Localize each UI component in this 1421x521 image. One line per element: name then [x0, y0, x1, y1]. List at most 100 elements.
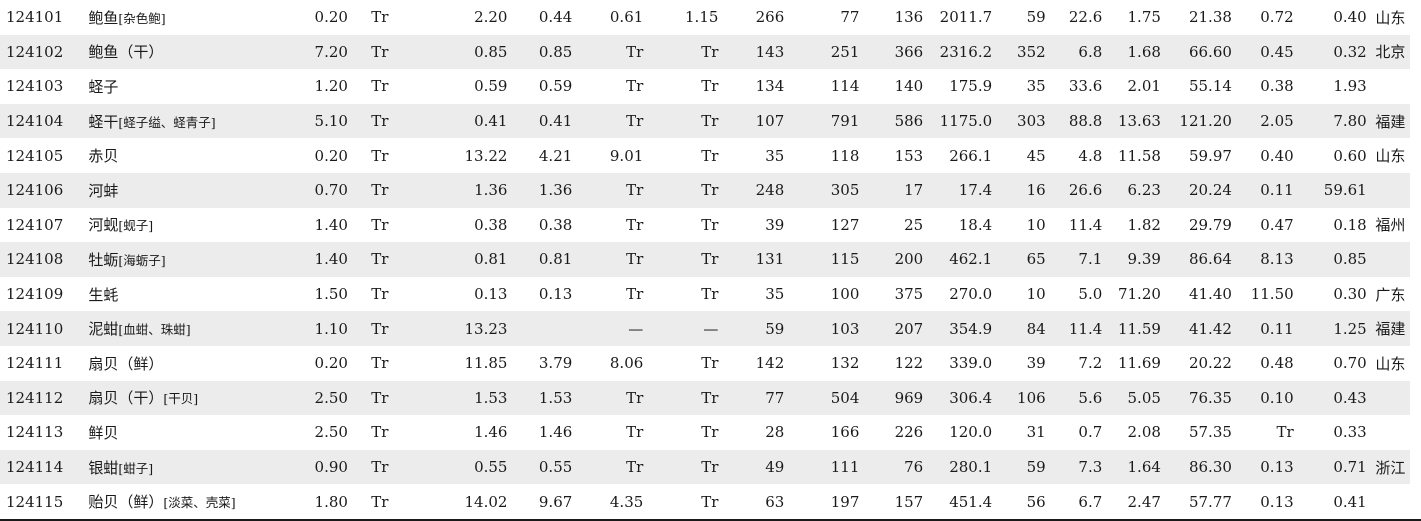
value-cell: 16	[996, 172, 1050, 208]
value-cell: 17.4	[927, 172, 997, 208]
food-code: 124106	[0, 172, 83, 208]
value-cell: 451.4	[949, 492, 993, 511]
value-cell: 7.80	[1297, 103, 1371, 139]
value-cell: 2.08	[1127, 423, 1161, 442]
value-cell: Tr	[351, 311, 412, 346]
food-code: 124108	[0, 242, 83, 277]
value-cell: 306.4	[927, 380, 997, 416]
value-cell: 0.59	[474, 77, 508, 96]
value-cell: Tr	[371, 492, 389, 511]
value-cell: 1.40	[314, 215, 348, 234]
table-row: 124107 河蚬[蚬子] 1.40 Tr 0.38 0.38 Tr Tr 39 127 25 18.…	[0, 208, 1410, 243]
value-cell: 0.38	[474, 215, 508, 234]
value-cell: Tr	[371, 8, 389, 27]
value-cell: 0.7	[1078, 423, 1103, 442]
value-cell: 153	[894, 146, 924, 165]
value-cell: 1.36	[411, 172, 512, 208]
value-cell: 2011.7	[939, 8, 993, 27]
value-cell: 0.11	[1235, 172, 1298, 208]
value-cell: 22.6	[1068, 8, 1103, 27]
value-cell: 6.7	[1078, 492, 1103, 511]
value-cell: 0.81	[411, 242, 512, 277]
value-cell: 352	[996, 34, 1050, 70]
value-cell: 266	[755, 8, 785, 27]
value-cell: 6.8	[1049, 34, 1107, 70]
value-cell: 1.40	[288, 242, 352, 277]
table-row: 124104 蛏干[蛏子缢、蛏青子] 5.10 Tr 0.41 0.41 Tr Tr 107 79…	[0, 103, 1410, 139]
food-code: 124102	[0, 34, 83, 70]
value-cell: Tr	[701, 285, 719, 304]
value-cell: 7.2	[1078, 354, 1103, 373]
value-cell: Tr	[626, 423, 644, 442]
food-name-cell: 鲍鱼[杂色鲍]	[82, 0, 288, 35]
value-cell: Tr	[576, 103, 648, 139]
value-cell: Tr	[626, 77, 644, 96]
food-name-cell: 鲜贝	[82, 415, 288, 450]
value-cell: 1.80	[314, 492, 348, 511]
food-code: 124103	[6, 77, 64, 96]
sample-region: 北京	[1370, 34, 1410, 70]
value-cell: 65	[996, 242, 1050, 277]
value-cell: 115	[788, 242, 864, 277]
value-cell: 9.01	[609, 146, 644, 165]
food-alias: [干贝]	[163, 391, 199, 407]
value-cell: 0.38	[538, 215, 573, 234]
value-cell: 305	[788, 172, 864, 208]
value-cell: 31	[1026, 423, 1046, 442]
value-cell: 0.13	[1235, 449, 1298, 485]
value-cell: 157	[894, 492, 924, 511]
value-cell: 59	[1026, 8, 1046, 27]
value-cell: 11.59	[1106, 311, 1165, 346]
value-cell: 18.4	[958, 215, 993, 234]
value-cell: Tr	[351, 172, 412, 208]
value-cell: 88.8	[1049, 103, 1107, 139]
sample-region: 福建	[1370, 103, 1410, 139]
value-cell: 14.02	[464, 492, 508, 511]
value-cell: 8.13	[1235, 242, 1298, 277]
value-cell: 969	[863, 380, 928, 416]
value-cell: 106	[996, 380, 1050, 416]
value-cell: 197	[830, 492, 860, 511]
value-cell: Tr	[701, 146, 719, 165]
food-code: 124111	[6, 354, 64, 373]
food-name: 蛏干	[88, 112, 119, 131]
value-cell: 0.45	[1235, 34, 1298, 70]
value-cell: 17	[863, 172, 928, 208]
value-cell: 66.60	[1164, 34, 1236, 70]
value-cell: 166	[830, 423, 860, 442]
value-cell: 1.36	[511, 172, 577, 208]
value-cell: 5.10	[288, 103, 352, 139]
value-cell: 0.60	[1333, 146, 1367, 165]
value-cell: 13.23	[411, 311, 512, 346]
table-row: 124108 牡蛎[海蛎子] 1.40 Tr 0.81 0.81 Tr Tr 131 115 200…	[0, 242, 1410, 277]
value-cell: 20.24	[1164, 172, 1236, 208]
food-name: 赤贝	[88, 147, 119, 166]
food-name-cell: 生蚝	[82, 277, 288, 312]
value-cell: 111	[788, 449, 864, 485]
value-cell: 200	[863, 242, 928, 277]
food-code: 124110	[0, 311, 83, 346]
value-cell: Tr	[647, 103, 723, 139]
value-cell: 1175.0	[927, 103, 997, 139]
value-cell: 57.77	[1188, 492, 1232, 511]
value-cell: 11.4	[1068, 215, 1103, 234]
value-cell: 0.20	[314, 354, 348, 373]
food-code: 124107	[6, 215, 64, 234]
value-cell: 59	[722, 311, 789, 346]
sample-region	[1371, 415, 1410, 450]
value-cell: 1.15	[685, 8, 719, 27]
value-cell: 0.72	[1260, 8, 1294, 27]
sample-region	[1370, 380, 1410, 416]
value-cell: Tr	[576, 449, 648, 485]
value-cell: Tr	[371, 77, 389, 96]
value-cell: —	[576, 311, 648, 346]
table-row: 124114 银蚶[蚶子] 0.90 Tr 0.55 0.55 Tr Tr 49 111 76 280…	[0, 449, 1410, 485]
value-cell: 280.1	[927, 449, 997, 485]
food-name: 蛏子	[88, 77, 119, 96]
food-name-cell: 河蚌	[82, 172, 289, 208]
value-cell: 248	[722, 172, 789, 208]
value-cell: 28	[765, 423, 785, 442]
value-cell: 35	[765, 285, 785, 304]
value-cell: 11.50	[1250, 285, 1294, 304]
value-cell: 13.63	[1106, 103, 1165, 139]
